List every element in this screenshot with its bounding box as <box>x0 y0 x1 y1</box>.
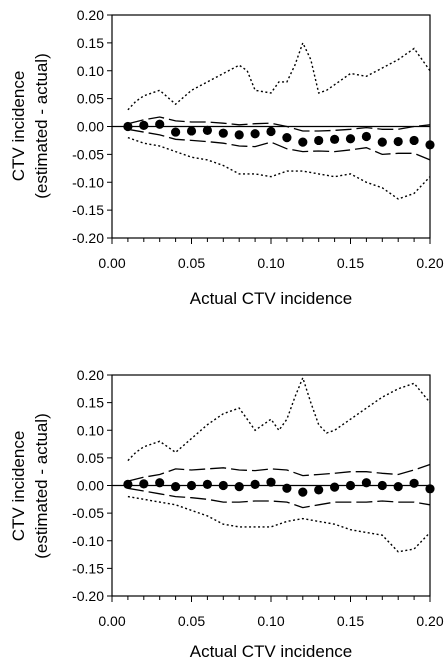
data-point <box>123 479 133 489</box>
data-point <box>123 121 133 132</box>
inner-bound-line <box>127 116 431 132</box>
y-axis-label-line1: CTV incidence <box>9 431 28 542</box>
x-axis-label: Actual CTV incidence <box>190 289 353 308</box>
y-tick-label: 0.20 <box>77 367 104 383</box>
x-tick-label: 0.15 <box>337 613 364 629</box>
y-tick-label: 0.05 <box>77 450 104 466</box>
data-point <box>393 482 403 492</box>
y-tick-label: 0.10 <box>77 422 104 438</box>
data-point <box>314 135 324 146</box>
y-tick-label: -0.05 <box>72 146 104 162</box>
data-point <box>218 128 228 138</box>
x-tick-label: 0.00 <box>98 613 125 629</box>
data-point <box>250 479 260 489</box>
data-point <box>361 131 371 142</box>
data-point <box>155 478 165 488</box>
inner-bound-line <box>127 128 431 161</box>
data-point <box>202 125 212 136</box>
data-point <box>393 136 403 147</box>
y-axis-ticks: 0.20 0.15 0.10 0.05 0.00 -0.05 -0.10 -0.15 -0.20 <box>72 7 112 246</box>
data-point <box>377 480 387 491</box>
y-axis-label-line1: CTV incidence <box>9 71 28 182</box>
y-tick-label: 0.15 <box>77 395 104 411</box>
outer-bound-line <box>127 41 431 111</box>
y-axis-ticks: 0.20 0.15 0.10 0.05 0.00 -0.05 -0.10 -0.15 -0.20 <box>72 367 112 604</box>
y-tick-label: 0.20 <box>77 7 104 23</box>
data-point <box>202 479 212 489</box>
x-tick-label: 0.20 <box>416 255 443 271</box>
data-point <box>314 485 324 495</box>
series-layer <box>123 41 435 200</box>
data-point <box>234 482 244 492</box>
x-tick-label: 0.10 <box>257 255 284 271</box>
data-point <box>139 479 149 489</box>
data-point <box>345 134 356 144</box>
y-tick-label: -0.15 <box>72 560 104 576</box>
data-point <box>298 487 308 497</box>
outer-bound-line <box>127 495 431 553</box>
inner-bound-line <box>127 487 431 509</box>
y-tick-label: 0.00 <box>77 119 104 135</box>
y-tick-label: 0.00 <box>77 478 104 494</box>
y-tick-label: 0.05 <box>77 91 104 107</box>
data-point <box>266 477 276 487</box>
data-point <box>425 484 435 494</box>
inner-bound-line <box>127 463 431 482</box>
y-tick-label: -0.20 <box>72 230 104 246</box>
x-tick-label: 0.05 <box>178 255 205 271</box>
y-axis-label-line2: (estimated - actual) <box>32 413 51 559</box>
y-tick-label: -0.20 <box>72 588 104 604</box>
data-point <box>155 119 165 129</box>
chart-bottom: 0.20 0.15 0.10 0.05 0.00 -0.05 -0.10 -0.15 -0.20… <box>9 367 444 661</box>
data-point <box>266 126 276 137</box>
data-point <box>171 482 181 492</box>
data-point <box>298 137 308 147</box>
y-tick-label: 0.10 <box>77 63 104 79</box>
y-tick-label: -0.05 <box>72 505 104 521</box>
x-axis-label: Actual CTV incidence <box>190 642 353 661</box>
y-axis-label-line2: (estimated - actual) <box>32 53 51 199</box>
data-point <box>409 135 419 146</box>
outer-bound-line <box>127 136 431 200</box>
data-point <box>330 134 340 144</box>
data-point <box>361 478 371 488</box>
y-tick-label: -0.10 <box>72 533 104 549</box>
y-tick-label: -0.10 <box>72 174 104 190</box>
outer-bound-line <box>127 375 431 462</box>
data-point <box>282 483 292 493</box>
data-point <box>282 133 292 143</box>
x-tick-label: 0.10 <box>257 613 284 629</box>
data-point <box>186 126 197 136</box>
data-point <box>186 480 197 491</box>
series-layer <box>123 375 435 553</box>
x-tick-label: 0.15 <box>337 255 364 271</box>
data-point <box>139 120 149 130</box>
data-point <box>330 482 340 492</box>
data-point <box>377 137 387 147</box>
data-point <box>425 140 435 150</box>
data-point <box>345 480 356 491</box>
data-point <box>171 127 181 137</box>
x-tick-label: 0.05 <box>178 613 205 629</box>
data-point <box>218 480 228 491</box>
x-tick-label: 0.20 <box>416 613 443 629</box>
y-tick-label: -0.15 <box>72 202 104 218</box>
y-tick-label: 0.15 <box>77 35 104 51</box>
data-point <box>250 129 260 139</box>
x-axis-ticks: 0.00 0.05 0.10 0.15 0.20 <box>98 596 444 629</box>
data-point <box>234 130 244 140</box>
x-axis-ticks: 0.00 0.05 0.10 0.15 0.20 <box>98 238 444 271</box>
data-point <box>409 478 419 488</box>
chart-top: 0.20 0.15 0.10 0.05 0.00 -0.05 -0.10 -0.15 -0.20… <box>9 7 444 308</box>
x-tick-label: 0.00 <box>98 255 125 271</box>
